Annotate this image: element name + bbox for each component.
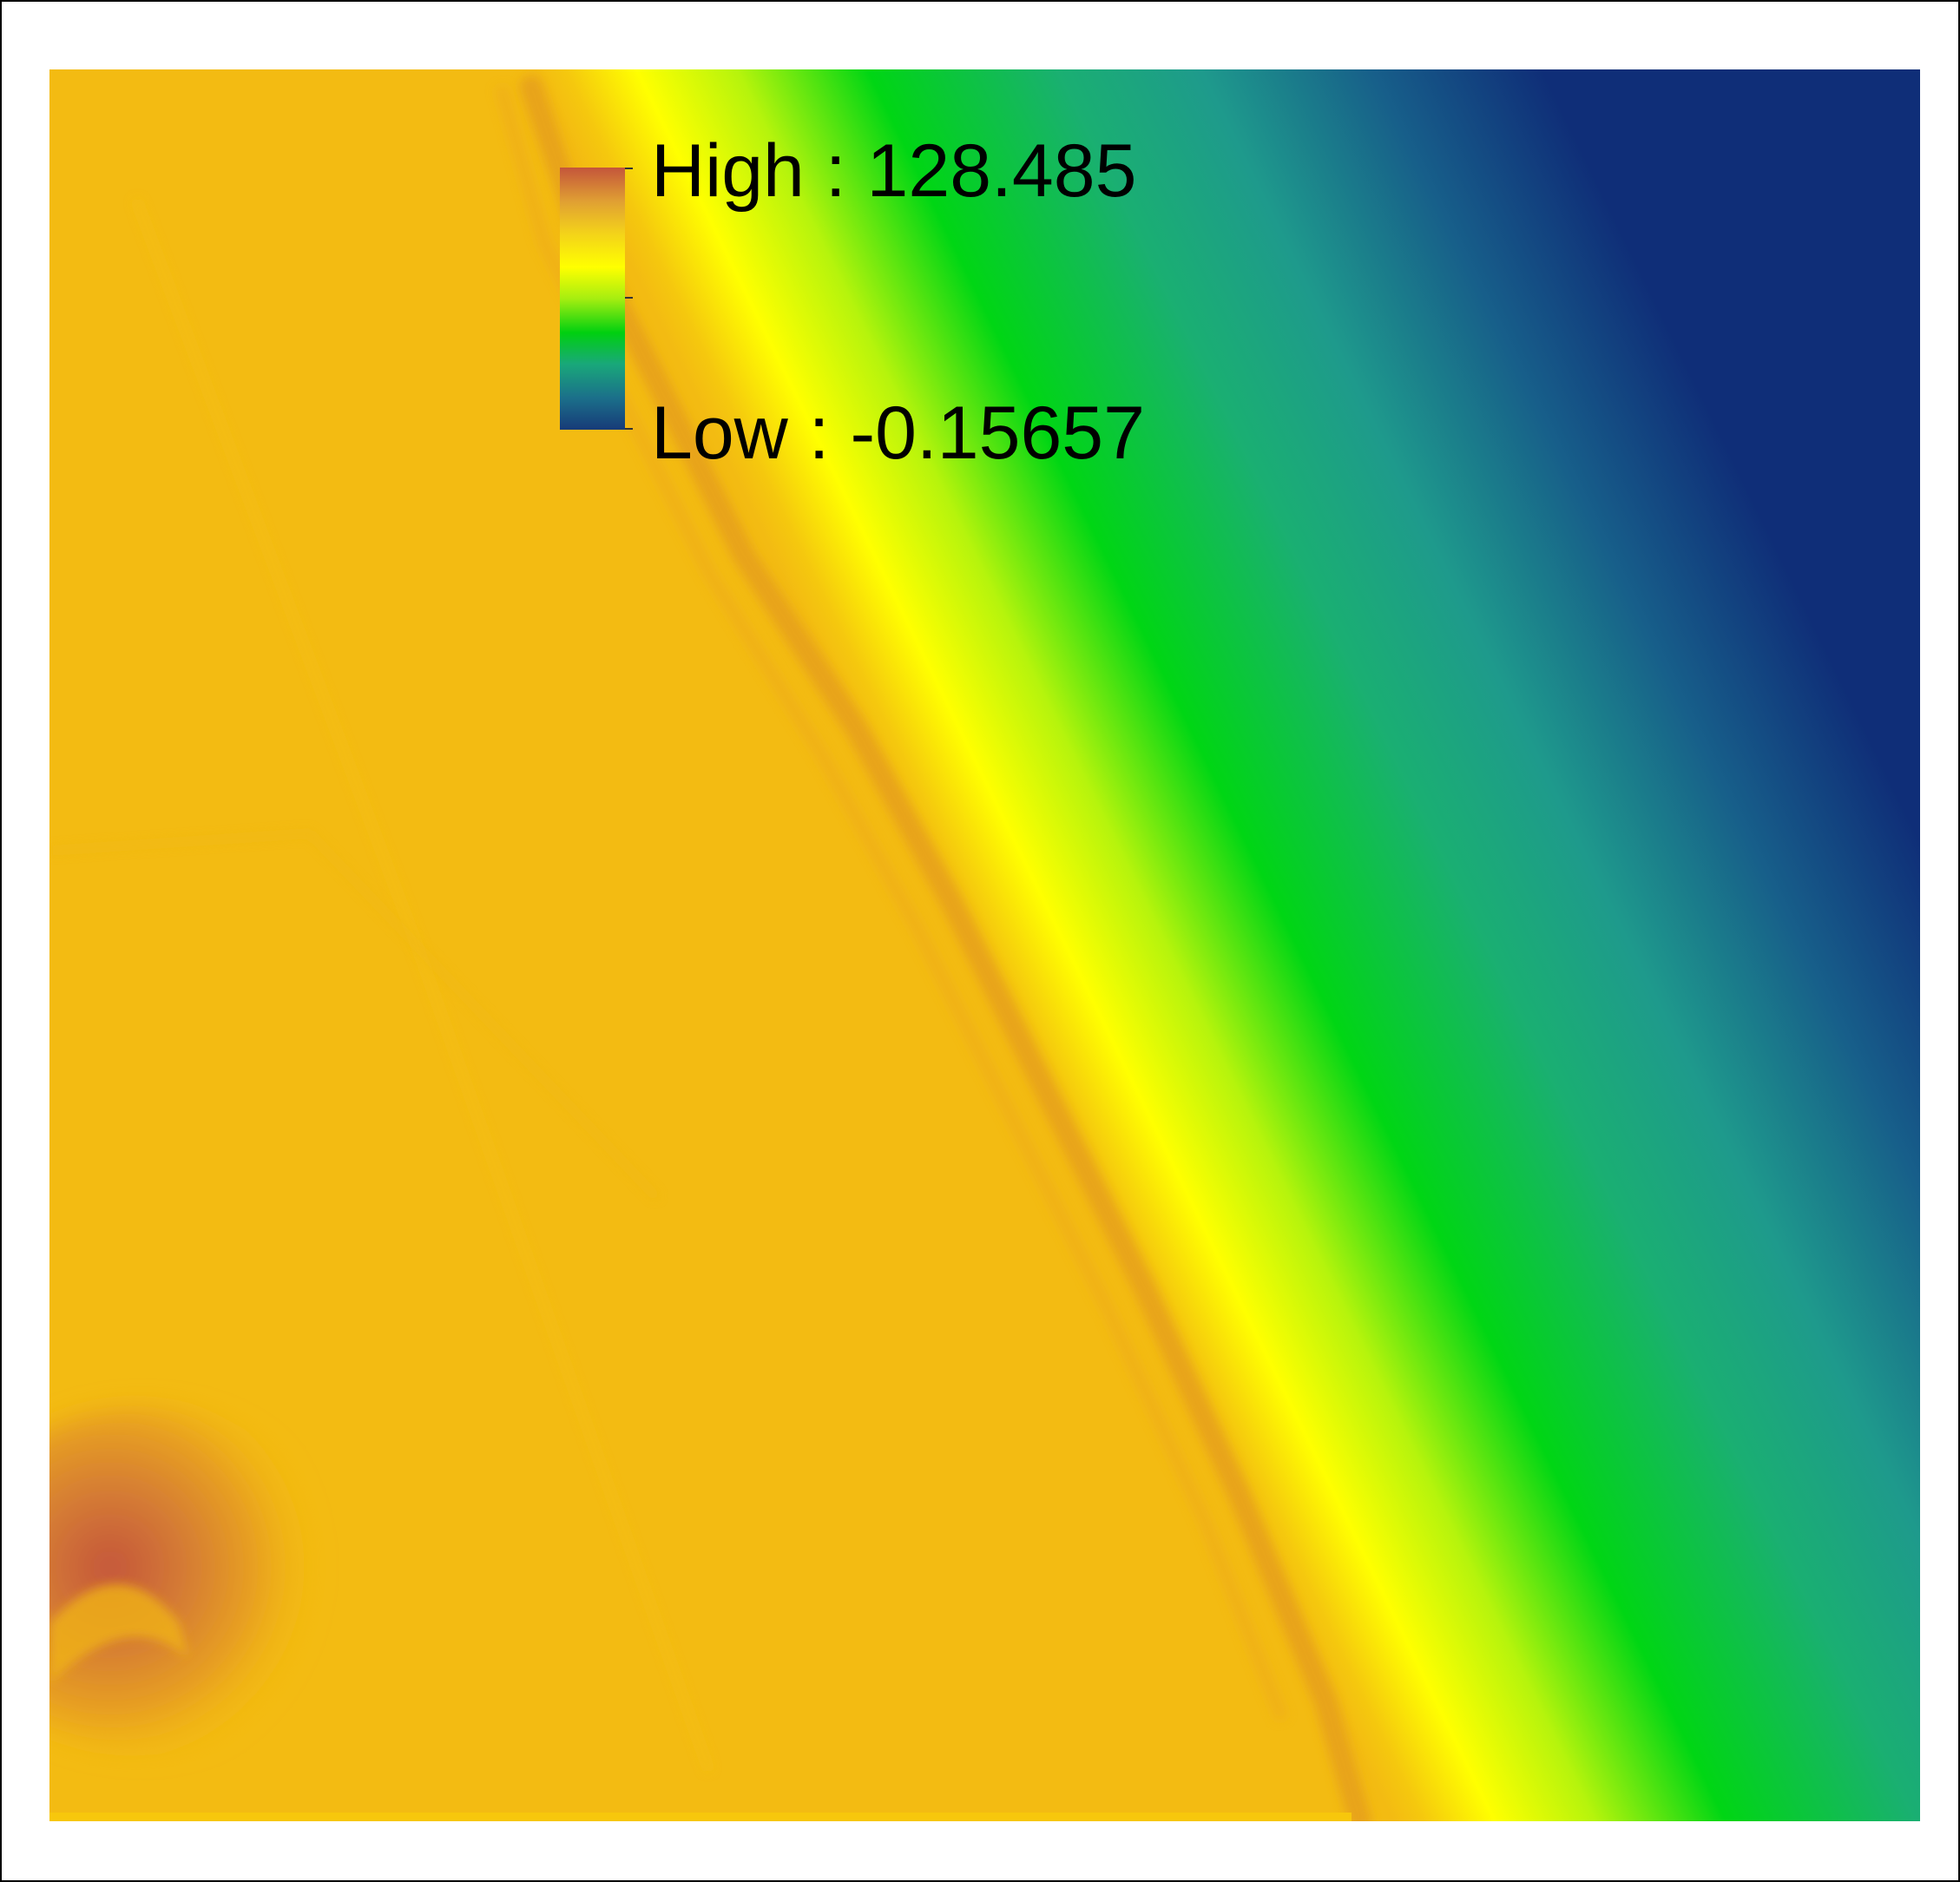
coastal-ridge	[520, 76, 1371, 1821]
legend-tick	[625, 428, 633, 430]
legend-high-label: High : 128.485	[651, 129, 1137, 213]
legend-tick	[625, 168, 633, 169]
sea-slope	[536, 69, 1920, 1821]
legend-tick	[625, 297, 633, 299]
elevation-map[interactable]	[49, 69, 1920, 1821]
legend-low-label: Low : -0.15657	[651, 392, 1145, 475]
elevation-raster	[49, 69, 1920, 1821]
peak-area	[49, 1406, 345, 1754]
legend-color-ramp	[560, 168, 625, 430]
